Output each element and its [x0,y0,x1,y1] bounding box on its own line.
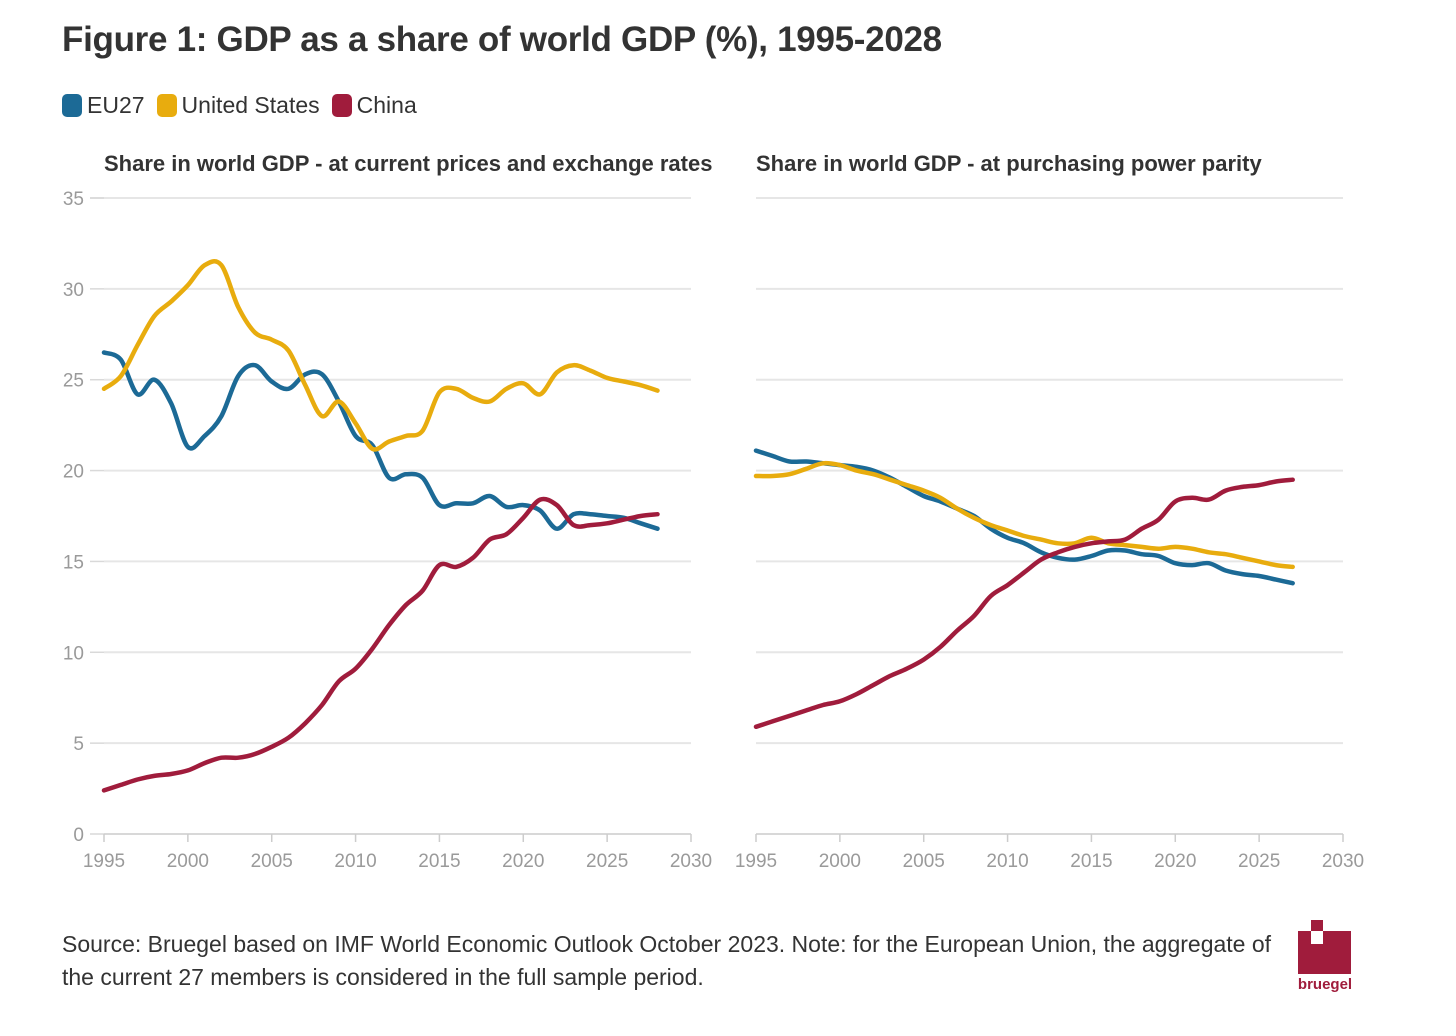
x-tick-label-current-2020: 2020 [502,851,544,872]
legend-label-eu27: EU27 [87,91,145,118]
x-tick-label-ppp-2015: 2015 [1070,851,1112,872]
series-line-eu27-current [101,350,660,531]
x-tick-label-ppp-2030: 2030 [1322,851,1364,872]
y-tick-label-25: 25 [63,371,84,392]
y-tick-label-0: 0 [73,825,84,846]
y-tick-label-30: 30 [63,280,84,301]
panel-title-ppp: Share in world GDP - at purchasing power… [756,151,1262,176]
series-line-united-states-current [101,259,660,452]
source-note: Source: Bruegel based on IMF World Econo… [62,931,1272,990]
x-tick-label-ppp-1995: 1995 [735,851,777,872]
legend-item-eu27: EU27 [62,92,145,119]
x-tick-label-ppp-2020: 2020 [1154,851,1196,872]
series-line-united-states-ppp [753,460,1295,570]
bruegel-logo: bruegel [1293,918,1357,996]
x-tick-label-current-2015: 2015 [418,851,460,872]
y-tick-label-35: 35 [63,189,84,210]
legend-swatch-china [331,93,352,117]
x-tick-label-ppp-2005: 2005 [903,851,945,872]
logo-wordmark: bruegel [1297,976,1353,993]
x-tick-label-ppp-2025: 2025 [1238,851,1280,872]
y-tick-label-10: 10 [63,643,84,664]
x-tick-label-current-2025: 2025 [586,851,628,872]
series-line-china-ppp [753,477,1295,730]
x-tick-label-ppp-2010: 2010 [986,851,1028,872]
bruegel-logo-icon [1298,920,1351,974]
x-tick-label-ppp-2000: 2000 [819,851,861,872]
legend-item-united-states: United States [156,91,320,119]
series-line-china-current [101,496,660,793]
legend-label-united-states: United States [181,91,320,118]
legend-label-china: China [356,91,417,118]
panel-title-current-prices: Share in world GDP - at current prices a… [104,151,713,176]
x-tick-label-current-2000: 2000 [167,851,209,872]
y-tick-label-5: 5 [73,734,84,755]
legend-swatch-eu27 [62,93,82,117]
x-tick-label-current-1995: 1995 [83,851,125,872]
x-tick-label-current-2010: 2010 [334,851,376,872]
legend-swatch-united-states [156,93,177,117]
legend: EU27 United States China [62,90,429,120]
x-tick-label-current-2005: 2005 [251,851,293,872]
chart-title: Figure 1: GDP as a share of world GDP (%… [62,20,942,59]
legend-item-china: China [331,91,417,119]
x-tick-label-current-2030: 2030 [670,851,712,872]
y-tick-label-20: 20 [63,462,84,483]
y-tick-label-15: 15 [63,552,84,573]
